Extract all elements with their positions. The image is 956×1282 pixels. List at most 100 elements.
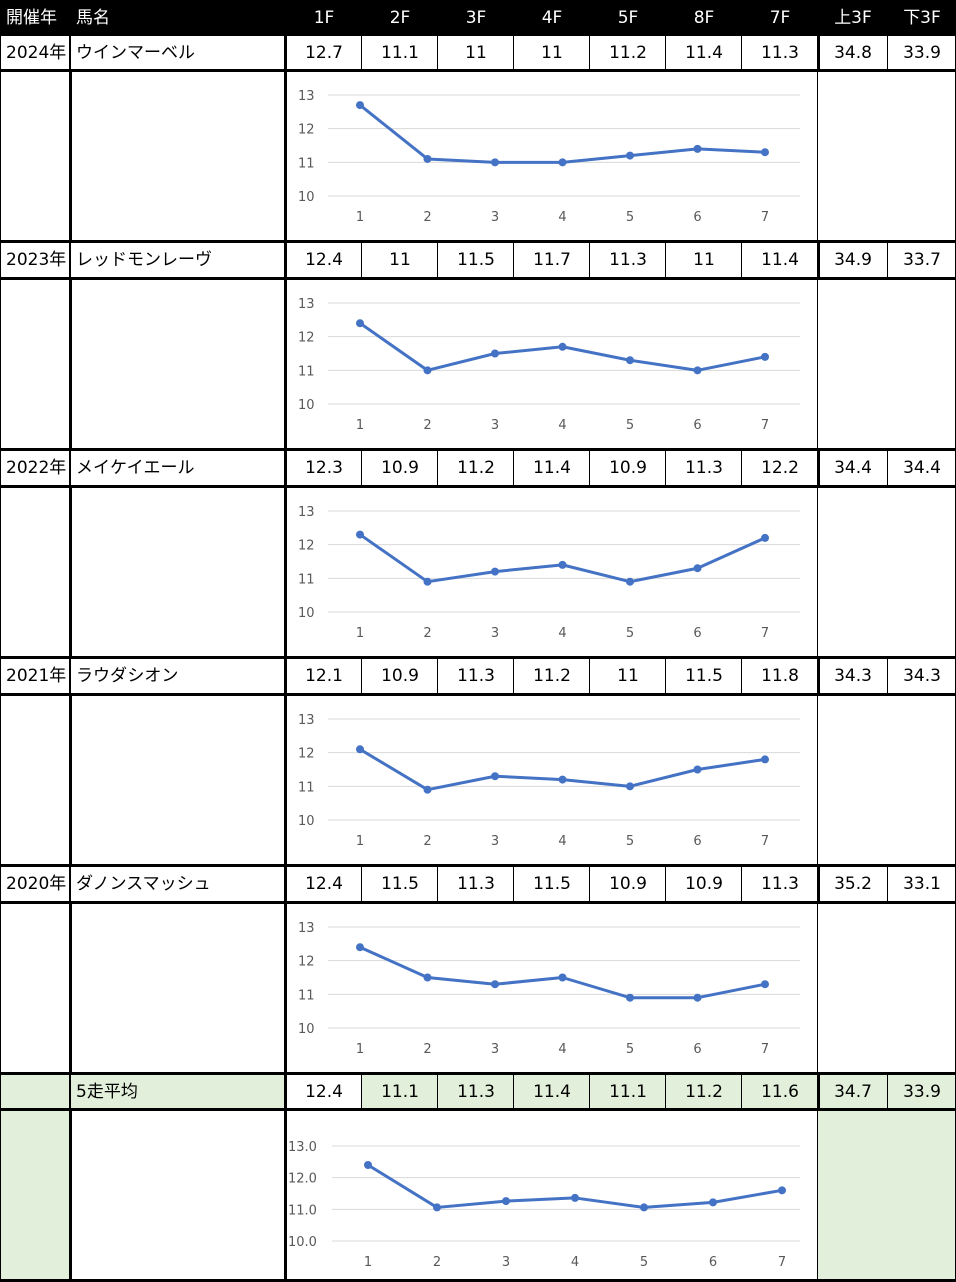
split-cell: 11 (617, 666, 639, 686)
header-split-5: 5F (617, 8, 639, 28)
race-row: 2021年 ラウダシオン 12.1 10.9 11.3 11.2 11 11.5… (0, 659, 956, 695)
column-divider (817, 659, 820, 693)
split-cell: 11 (541, 43, 563, 63)
data-point (571, 1193, 579, 1202)
column-divider (69, 36, 71, 70)
y-tick-label: 11 (298, 156, 315, 171)
data-point (491, 980, 499, 989)
series-line (359, 103, 766, 164)
race-horse: ウインマーベル (76, 43, 195, 63)
y-tick-label: 11 (298, 572, 315, 587)
data-point (423, 366, 432, 375)
x-tick-label: 4 (558, 210, 566, 225)
race-horse: メイケイエール (76, 458, 195, 478)
data-point (558, 560, 567, 569)
x-tick-label: 6 (709, 1255, 717, 1270)
row-divider (0, 864, 956, 867)
race-year: 2020年 (6, 874, 67, 894)
y-tick-label: 11 (298, 364, 315, 379)
avg-split-cell: 11.1 (609, 1082, 647, 1102)
column-divider (69, 696, 72, 864)
race-horse: レッドモンレーヴ (76, 250, 212, 270)
race-year: 2022年 (6, 458, 67, 478)
average-row: 5走平均 12.4 11.1 11.3 11.4 11.1 11.2 11.6 … (0, 1075, 956, 1111)
x-tick-label: 5 (626, 210, 634, 225)
data-point (626, 577, 634, 586)
column-divider (741, 451, 742, 485)
y-tick-label: 10 (298, 190, 315, 205)
series-line (359, 748, 766, 792)
column-divider (589, 243, 590, 277)
header-first3f: 上3F (834, 8, 872, 28)
first3f-cell: 34.4 (834, 458, 872, 478)
split-cell: 11.5 (533, 874, 571, 894)
column-divider (817, 488, 818, 656)
last3f-cell: 34.4 (903, 458, 941, 478)
column-divider (741, 243, 742, 277)
column-divider (589, 659, 590, 693)
column-divider (0, 36, 1, 1282)
first3f-cell: 34.8 (834, 43, 872, 63)
column-divider (284, 696, 287, 864)
split-cell: 11 (693, 250, 715, 270)
column-divider (284, 488, 287, 656)
x-tick-label: 1 (356, 626, 364, 641)
data-point (356, 530, 364, 539)
column-divider (741, 867, 742, 901)
data-point (558, 775, 567, 784)
split-cell: 11.3 (457, 874, 495, 894)
column-divider (437, 243, 438, 277)
y-tick-label: 13 (298, 713, 315, 728)
header-year: 開催年 (6, 8, 57, 28)
data-point (693, 993, 702, 1002)
split-cell: 11.2 (609, 43, 647, 63)
header-split-1: 1F (313, 8, 335, 28)
column-divider (437, 451, 438, 485)
column-divider (69, 904, 72, 1072)
last3f-cell: 33.7 (903, 250, 941, 270)
y-tick-label: 10 (298, 1022, 315, 1037)
row-divider (0, 656, 956, 659)
data-point (626, 993, 634, 1002)
data-point (778, 1186, 786, 1195)
x-tick-label: 7 (761, 626, 769, 641)
x-tick-label: 6 (693, 210, 701, 225)
y-tick-label: 13 (298, 89, 315, 104)
y-tick-label: 12 (298, 955, 315, 970)
x-tick-label: 2 (423, 210, 431, 225)
column-divider (69, 451, 71, 485)
data-point (640, 1203, 648, 1212)
column-divider (284, 280, 287, 448)
split-cell: 11.7 (533, 250, 571, 270)
x-tick-label: 4 (558, 418, 566, 433)
column-divider (69, 1111, 72, 1279)
row-divider (0, 1108, 956, 1111)
data-point (693, 765, 702, 774)
x-tick-label: 1 (364, 1255, 372, 1270)
split-cell: 11.3 (685, 458, 723, 478)
data-point (356, 943, 364, 952)
x-tick-label: 3 (491, 626, 499, 641)
table-header: 開催年 馬名 1F 2F 3F 4F 5F 8F 7F 上3F 下3F (0, 0, 956, 36)
data-point (558, 158, 567, 167)
avg-chart-left-fill (0, 1109, 70, 1282)
avg-split-cell: 11.3 (457, 1082, 495, 1102)
split-cell: 11.4 (685, 43, 723, 63)
y-tick-label: 13 (298, 505, 315, 520)
row-divider (0, 901, 956, 904)
y-tick-label: 10 (298, 398, 315, 413)
x-tick-label: 6 (693, 626, 701, 641)
data-point (423, 577, 432, 586)
x-tick-label: 4 (558, 626, 566, 641)
x-tick-label: 5 (626, 834, 634, 849)
data-point (491, 567, 499, 576)
x-tick-label: 1 (356, 834, 364, 849)
data-point (626, 151, 634, 160)
y-tick-label: 13 (298, 297, 315, 312)
race-row: 2020年 ダノンスマッシュ 12.4 11.5 11.3 11.5 10.9 … (0, 867, 956, 903)
x-tick-label: 4 (558, 1042, 566, 1057)
column-divider (69, 659, 71, 693)
avg-split-cell: 11.6 (761, 1082, 799, 1102)
